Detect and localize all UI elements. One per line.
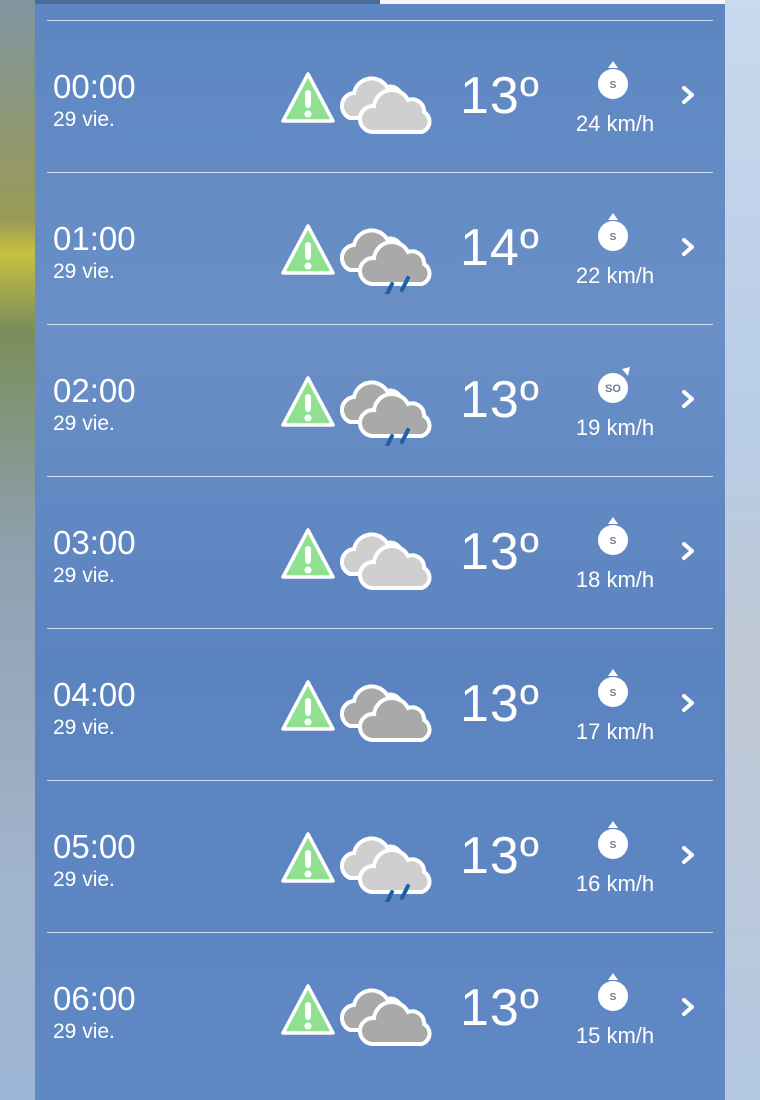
chevron-right-icon[interactable] [678,80,700,110]
wind-speed: 15 km/h [575,1023,655,1048]
cloudy-icon [340,532,432,590]
chevron-right-icon[interactable] [678,688,700,718]
temperature: 13º [460,675,540,733]
warning-icon[interactable] [280,222,336,278]
wind-direction-icon: SO [598,367,630,403]
wind-direction-label: S [610,688,617,699]
date-label: 29 vie. [53,716,115,739]
temperature: 13º [460,371,540,429]
temperature: 13º [460,827,540,885]
background-right [724,0,760,1100]
row-divider [47,932,713,933]
forecast-row[interactable]: 00:00 29 vie. 13º S 24 km/h [35,20,725,172]
forecast-row[interactable]: 05:00 29 vie. 13º S 16 km/h [35,780,725,932]
wind-speed: 24 km/h [575,111,655,136]
hour-label: 02:00 [53,372,136,409]
hour-label: 06:00 [53,980,136,1017]
date-label: 29 vie. [53,260,115,283]
wind-direction-label: S [610,80,617,91]
row-divider [47,476,713,477]
chevron-right-icon[interactable] [678,232,700,262]
cloudy-icon [340,988,432,1046]
date-label: 29 vie. [53,412,115,435]
wind-direction-label: SO [605,383,621,395]
date-label: 29 vie. [53,108,115,131]
hour-label: 05:00 [53,828,136,865]
rain-icon [340,836,432,902]
wind-direction-icon: S [598,821,628,859]
wind-direction-icon: S [598,973,628,1011]
wind-direction-label: S [610,840,617,851]
date-label: 29 vie. [53,1020,115,1043]
wind-speed: 18 km/h [575,567,655,592]
warning-icon[interactable] [280,526,336,582]
chevron-right-icon[interactable] [678,992,700,1022]
wind-direction-label: S [610,992,617,1003]
forecast-row[interactable]: 02:00 29 vie. 13º SO 19 km/h [35,324,725,476]
warning-icon[interactable] [280,678,336,734]
temperature: 13º [460,979,540,1037]
forecast-row[interactable]: 01:00 29 vie. 14º S 22 km/h [35,172,725,324]
row-divider [47,324,713,325]
warning-icon[interactable] [280,70,336,126]
tab-right[interactable] [380,0,725,4]
forecast-row[interactable]: 06:00 29 vie. 13º S 15 km/h [35,932,725,1084]
chevron-right-icon[interactable] [678,384,700,414]
wind-speed: 19 km/h [575,415,655,440]
cloudy-icon [340,684,432,742]
wind-direction-label: S [610,232,617,243]
wind-direction-icon: S [598,213,628,251]
temperature: 13º [460,523,540,581]
warning-icon[interactable] [280,374,336,430]
hour-label: 00:00 [53,68,136,105]
chevron-right-icon[interactable] [678,536,700,566]
hour-label: 03:00 [53,524,136,561]
cloudy-icon [340,76,432,134]
rain-icon [340,380,432,446]
temperature: 13º [460,67,540,125]
warning-icon[interactable] [280,982,336,1038]
row-divider [47,172,713,173]
row-divider [47,780,713,781]
chevron-right-icon[interactable] [678,840,700,870]
hour-label: 01:00 [53,220,136,257]
wind-direction-icon: S [598,517,628,555]
wind-speed: 16 km/h [575,871,655,896]
forecast-row[interactable]: 04:00 29 vie. 13º S 17 km/h [35,628,725,780]
temperature: 14º [460,219,540,277]
row-divider [47,628,713,629]
wind-direction-label: S [610,536,617,547]
forecast-row[interactable]: 03:00 29 vie. 13º S 18 km/h [35,476,725,628]
hour-label: 04:00 [53,676,136,713]
wind-speed: 17 km/h [575,719,655,744]
row-divider [47,20,713,21]
tab-indicator [35,0,725,4]
warning-icon[interactable] [280,830,336,886]
rain-icon [340,228,432,294]
wind-speed: 22 km/h [575,263,655,288]
wind-direction-icon: S [598,669,628,707]
date-label: 29 vie. [53,564,115,587]
tab-left[interactable] [35,0,380,4]
wind-direction-icon: S [598,61,628,99]
date-label: 29 vie. [53,868,115,891]
background-left [0,0,40,1100]
